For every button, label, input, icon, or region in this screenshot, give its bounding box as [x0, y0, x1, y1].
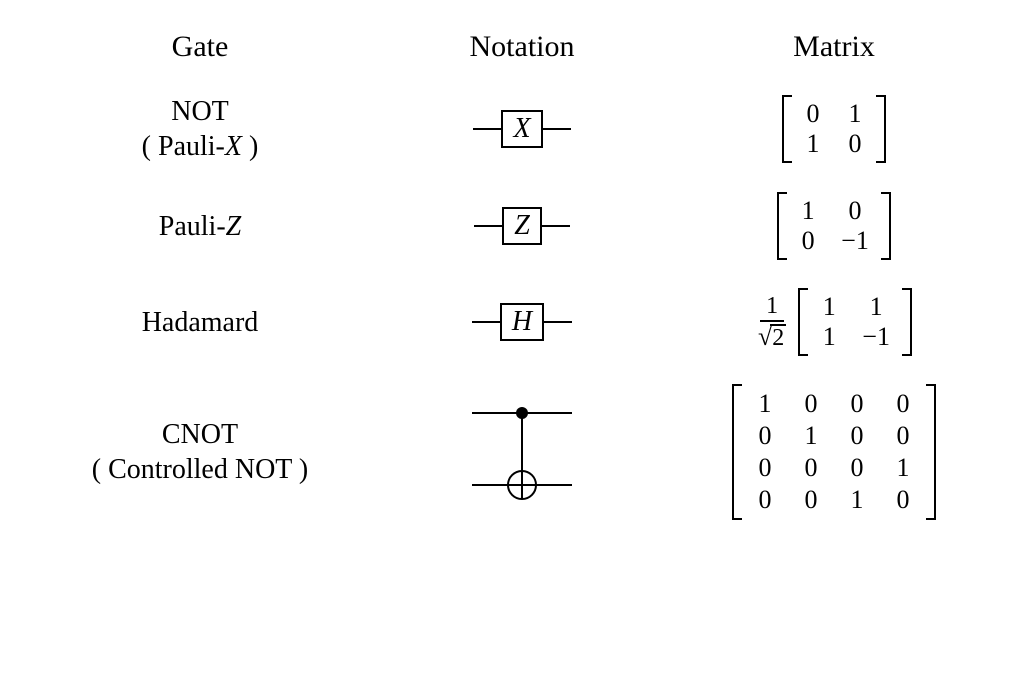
matrix-body: 10 00 01 00 00 01 00 10: [742, 388, 926, 516]
matrix-brackets: 10 00 01 00 00 01 00 10: [732, 384, 936, 520]
box-gate-h: H: [472, 303, 572, 340]
gate-box: X: [501, 110, 542, 147]
gate-name-hadamard: Hadamard: [60, 305, 340, 340]
name-line2: ( Controlled NOT ): [60, 452, 340, 487]
gate-name-cnot: CNOT ( Controlled NOT ): [60, 417, 340, 487]
notation-cnot: [422, 404, 622, 500]
matrix-cnot: 10 00 01 00 00 01 00 10: [704, 384, 964, 520]
matrix-brackets: 11 1−1: [798, 288, 912, 356]
name-line2: ( Pauli-X ): [60, 129, 340, 164]
matrix-hadamard: 1 √2 11 1−1: [704, 288, 964, 356]
notation-not: X: [422, 110, 622, 147]
box-gate-x: X: [473, 110, 570, 147]
gate-name-not: NOT ( Pauli-X ): [60, 94, 340, 164]
name-line1: CNOT: [60, 417, 340, 452]
header-matrix: Matrix: [704, 30, 964, 64]
row-pauli-z: Pauli-Z Z 10 0−1: [60, 192, 964, 260]
quantum-gate-table: Gate Notation Matrix NOT ( Pauli-X ) X 0…: [0, 0, 1024, 700]
wire-right: [543, 128, 571, 130]
gate-box: H: [500, 303, 544, 340]
notation-hadamard: H: [422, 303, 622, 340]
wire-left: [474, 225, 502, 227]
matrix-body: 01 10: [792, 99, 876, 159]
matrix-pauli-z: 10 0−1: [704, 192, 964, 260]
matrix-not: 01 10: [704, 95, 964, 163]
matrix-brackets: 10 0−1: [777, 192, 891, 260]
row-hadamard: Hadamard H 1 √2: [60, 288, 964, 356]
wire-left: [472, 321, 500, 323]
wire-left: [473, 128, 501, 130]
matrix-body: 11 1−1: [808, 292, 902, 352]
row-not: NOT ( Pauli-X ) X 01 10: [60, 94, 964, 164]
matrix-brackets: 01 10: [782, 95, 886, 163]
name-line1: NOT: [60, 94, 340, 129]
wire-right: [542, 225, 570, 227]
header-gate: Gate: [60, 30, 340, 64]
box-gate-z: Z: [474, 207, 570, 244]
cnot-diagram: [462, 404, 582, 500]
notation-pauli-z: Z: [422, 207, 622, 244]
gate-box: Z: [502, 207, 542, 244]
matrix-body: 10 0−1: [787, 196, 881, 256]
cnot-target-xor-icon: [507, 470, 537, 500]
hadamard-scalar: 1 √2: [756, 294, 788, 350]
gate-name-pauli-z: Pauli-Z: [60, 209, 340, 244]
row-cnot: CNOT ( Controlled NOT ) 10 00: [60, 384, 964, 520]
sqrt-icon: √2: [758, 324, 786, 350]
header-notation: Notation: [422, 30, 622, 64]
cnot-control-dot-icon: [516, 407, 528, 419]
wire-right: [544, 321, 572, 323]
header-row: Gate Notation Matrix: [60, 30, 964, 64]
